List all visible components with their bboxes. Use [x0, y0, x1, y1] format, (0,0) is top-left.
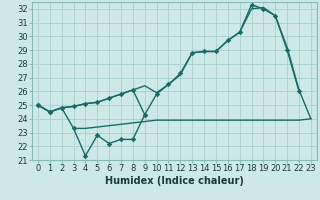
X-axis label: Humidex (Indice chaleur): Humidex (Indice chaleur): [105, 176, 244, 186]
